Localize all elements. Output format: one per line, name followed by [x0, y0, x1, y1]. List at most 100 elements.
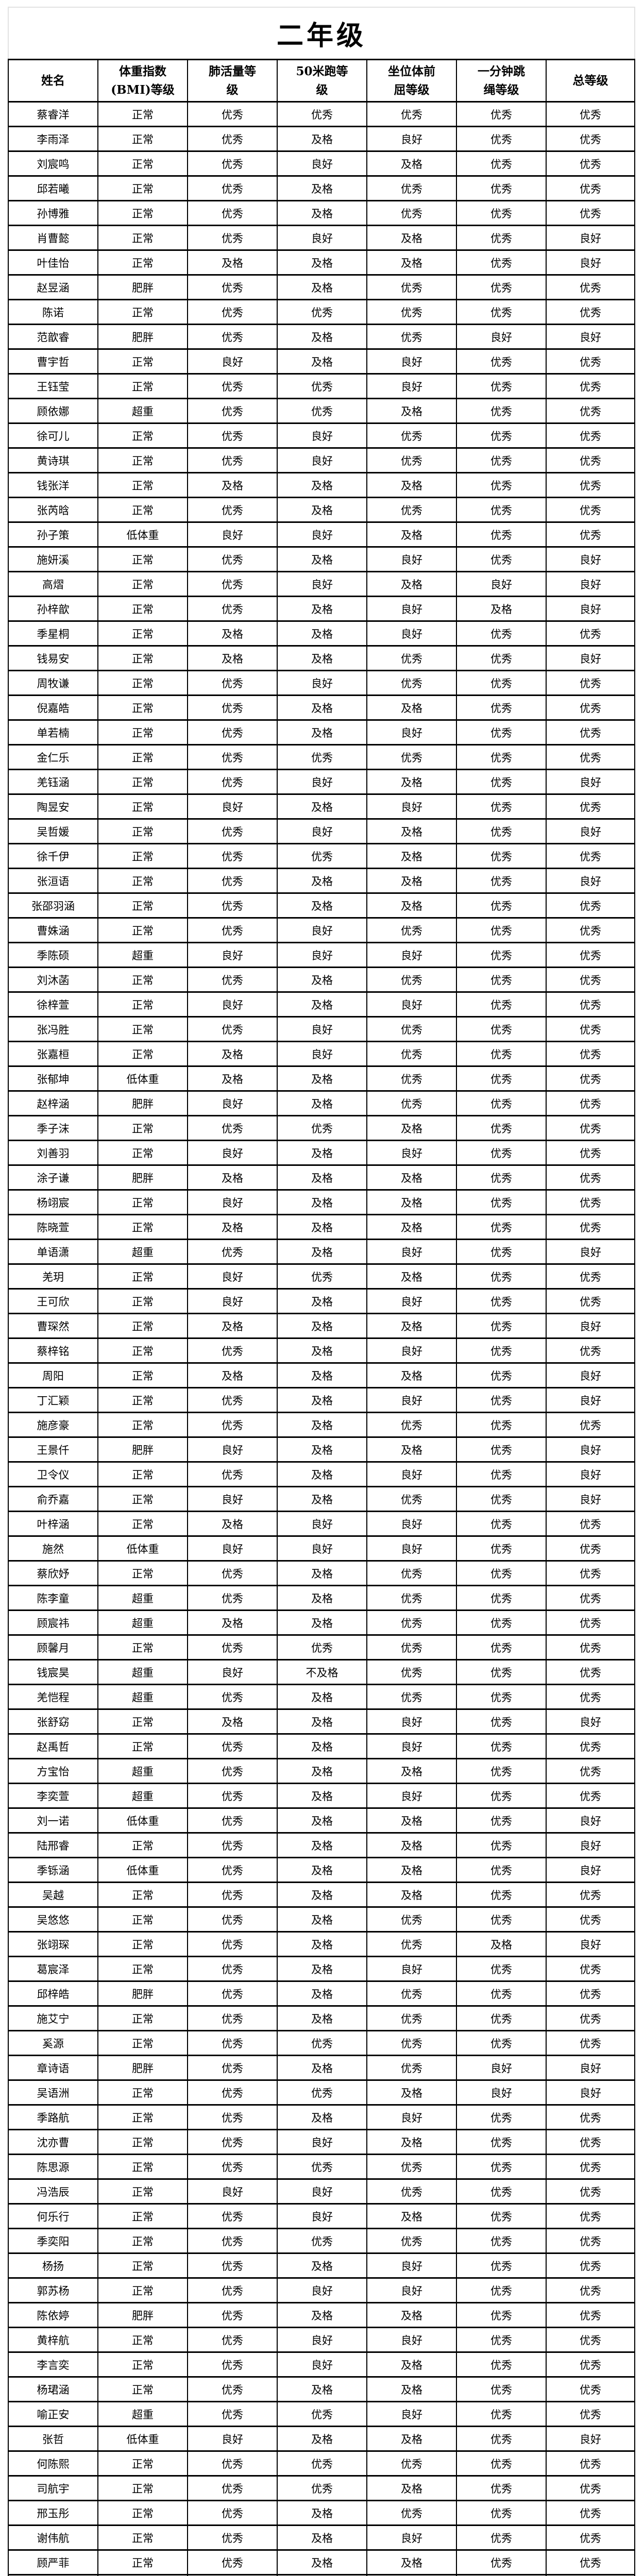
grade-cell-sit-and-reach: 优秀	[366, 175, 457, 201]
student-row: 徐梓萱 正常 良好 及格 良好 优秀 优秀	[8, 991, 636, 1018]
grade-cell-sit-and-reach: 及格	[366, 2203, 457, 2229]
grade-cell-50m-run: 优秀	[277, 2228, 367, 2254]
grade-cell-bmi: 正常	[97, 299, 188, 325]
grade-cell-vital-capacity: 良好	[187, 1486, 278, 1512]
student-name: 张冯胜	[8, 1016, 98, 1042]
grade-cell-50m-run: 良好	[277, 769, 367, 795]
grade-cell-jump-rope: 优秀	[456, 2376, 547, 2402]
grade-cell-bmi: 正常	[97, 843, 188, 869]
grade-cell-jump-rope: 优秀	[456, 521, 547, 548]
grade-cell-50m-run: 及格	[277, 1609, 367, 1636]
grade-cell-sit-and-reach: 良好	[366, 1783, 457, 1809]
grade-cell-jump-rope: 优秀	[456, 2500, 547, 2526]
student-row: 季子沫 正常 优秀 优秀 及格 优秀 优秀	[8, 1115, 636, 1141]
grade-cell-bmi: 正常	[97, 1263, 188, 1290]
grade-cell-jump-rope: 优秀	[456, 1436, 547, 1463]
grade-cell-overall: 优秀	[545, 1016, 636, 1042]
student-name: 奚源	[8, 2030, 98, 2056]
grade-table: 二年级 姓名 体重指数 (BMI)等级 肺活量等 级 50米跑等 级坐位体前 屈等级一…	[7, 7, 636, 2576]
grade-cell-vital-capacity: 优秀	[187, 2401, 278, 2427]
grade-cell-vital-capacity: 优秀	[187, 1980, 278, 2007]
grade-cell-sit-and-reach: 优秀	[366, 422, 457, 449]
column-header-vital-capacity: 肺活量等 级	[187, 59, 278, 103]
grade-cell-bmi: 肥胖	[97, 324, 188, 350]
student-row: 单语潇 超重 优秀 及格 良好 优秀 良好	[8, 1239, 636, 1265]
grade-cell-jump-rope: 优秀	[456, 1486, 547, 1512]
grade-cell-vital-capacity: 优秀	[187, 2302, 278, 2328]
grade-cell-vital-capacity: 优秀	[187, 126, 278, 152]
student-row: 陈诺 正常 优秀 优秀 优秀 优秀 优秀	[8, 299, 636, 325]
grade-cell-50m-run: 及格	[277, 1189, 367, 1215]
grade-cell-bmi: 正常	[97, 2154, 188, 2180]
grade-cell-bmi: 正常	[97, 892, 188, 919]
grade-cell-jump-rope: 优秀	[456, 200, 547, 226]
student-name: 司航宇	[8, 2475, 98, 2501]
grade-cell-bmi: 正常	[97, 2252, 188, 2279]
grade-cell-sit-and-reach: 优秀	[366, 2450, 457, 2477]
student-row: 谢伟航 正常 优秀 及格 良好 优秀 优秀	[8, 2524, 636, 2551]
grade-cell-jump-rope: 良好	[456, 2055, 547, 2081]
grade-cell-jump-rope: 优秀	[456, 299, 547, 325]
grade-cell-bmi: 低体重	[97, 2426, 188, 2452]
grade-cell-50m-run: 及格	[277, 1906, 367, 1933]
student-name: 羌恺程	[8, 1684, 98, 1710]
grade-cell-sit-and-reach: 优秀	[366, 2228, 457, 2254]
grade-cell-bmi: 正常	[97, 200, 188, 226]
student-row: 钱张洋 正常 及格 及格 及格 优秀 优秀	[8, 472, 636, 498]
student-name: 邱若曦	[8, 175, 98, 201]
grade-cell-vital-capacity: 优秀	[187, 719, 278, 745]
grade-cell-50m-run: 及格	[277, 719, 367, 745]
grade-cell-vital-capacity: 良好	[187, 991, 278, 1018]
grade-cell-vital-capacity: 优秀	[187, 1832, 278, 1858]
grade-cell-bmi: 低体重	[97, 1857, 188, 1883]
grade-cell-sit-and-reach: 良好	[366, 2327, 457, 2353]
grade-cell-overall: 良好	[545, 2426, 636, 2452]
student-name: 张舒窈	[8, 1708, 98, 1735]
grade-cell-sit-and-reach: 良好	[366, 1535, 457, 1562]
grade-cell-jump-rope: 优秀	[456, 373, 547, 399]
grade-cell-bmi: 正常	[97, 719, 188, 745]
grade-cell-jump-rope: 优秀	[456, 225, 547, 251]
grade-cell-vital-capacity: 优秀	[187, 150, 278, 177]
grade-cell-overall: 优秀	[545, 1140, 636, 1166]
grade-cell-sit-and-reach: 及格	[366, 2079, 457, 2106]
grade-cell-bmi: 超重	[97, 1659, 188, 1685]
grade-cell-50m-run: 良好	[277, 2351, 367, 2378]
student-row: 叶佳怡 正常 及格 及格 及格 优秀 良好	[8, 249, 636, 276]
grade-cell-50m-run: 良好	[277, 225, 367, 251]
grade-cell-50m-run: 优秀	[277, 398, 367, 424]
grade-cell-jump-rope: 及格	[456, 1931, 547, 1957]
student-row: 邢玉彤 正常 优秀 及格 优秀 优秀 优秀	[8, 2500, 636, 2526]
grade-cell-overall: 优秀	[545, 2302, 636, 2328]
grade-cell-vital-capacity: 优秀	[187, 2030, 278, 2056]
student-row: 陶昱安 正常 良好 及格 良好 优秀 优秀	[8, 793, 636, 820]
grade-cell-sit-and-reach: 及格	[366, 472, 457, 498]
grade-cell-jump-rope: 优秀	[456, 2277, 547, 2303]
grade-cell-vital-capacity: 良好	[187, 2178, 278, 2205]
grade-cell-50m-run: 及格	[277, 1486, 367, 1512]
student-name: 叶梓涵	[8, 1511, 98, 1537]
grade-cell-bmi: 正常	[97, 2104, 188, 2130]
grade-cell-jump-rope: 优秀	[456, 2252, 547, 2279]
grade-cell-bmi: 超重	[97, 398, 188, 424]
grade-cell-50m-run: 及格	[277, 200, 367, 226]
student-name: 谢伟航	[8, 2524, 98, 2551]
grade-cell-bmi: 正常	[97, 917, 188, 943]
grade-cell-sit-and-reach: 及格	[366, 2129, 457, 2155]
student-row: 顾依娜 超重 优秀 优秀 及格 优秀 优秀	[8, 398, 636, 424]
grade-cell-jump-rope: 优秀	[456, 1659, 547, 1685]
grade-cell-jump-rope: 优秀	[456, 1288, 547, 1314]
grade-cell-50m-run: 及格	[277, 1684, 367, 1710]
grade-cell-sit-and-reach: 及格	[366, 892, 457, 919]
grade-cell-50m-run: 优秀	[277, 843, 367, 869]
grade-cell-jump-rope: 优秀	[456, 769, 547, 795]
grade-cell-vital-capacity: 优秀	[187, 1585, 278, 1611]
student-name: 范歆睿	[8, 324, 98, 350]
grade-cell-bmi: 正常	[97, 694, 188, 721]
column-header-jump-rope: 一分钟跳 绳等级	[456, 59, 547, 103]
grade-cell-overall: 优秀	[545, 991, 636, 1018]
student-name: 陈晓萱	[8, 1214, 98, 1240]
grade-cell-overall: 良好	[545, 1436, 636, 1463]
grade-cell-vital-capacity: 优秀	[187, 967, 278, 993]
student-name: 张哲	[8, 2426, 98, 2452]
